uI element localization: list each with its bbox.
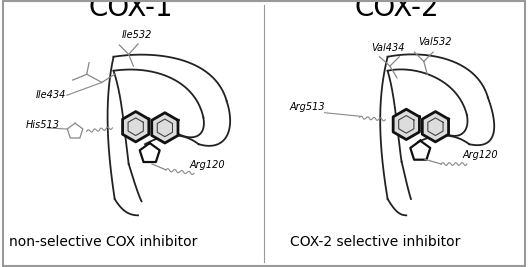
Text: Ile532: Ile532 [122,30,152,40]
Polygon shape [393,109,419,140]
Text: non-selective COX inhibitor: non-selective COX inhibitor [8,235,197,249]
Text: COX-2 selective inhibitor: COX-2 selective inhibitor [290,235,460,249]
Text: Arg513: Arg513 [290,102,325,112]
Polygon shape [122,112,149,142]
Text: Arg120: Arg120 [190,159,225,170]
Text: Val434: Val434 [371,43,405,53]
Text: Ile434: Ile434 [35,89,66,100]
Text: His513: His513 [26,120,60,130]
Text: Val532: Val532 [418,37,451,47]
Title: COX-1: COX-1 [89,0,173,22]
Polygon shape [422,112,449,142]
Text: Arg120: Arg120 [462,150,498,160]
Title: COX-2: COX-2 [355,0,439,22]
Polygon shape [152,113,178,143]
